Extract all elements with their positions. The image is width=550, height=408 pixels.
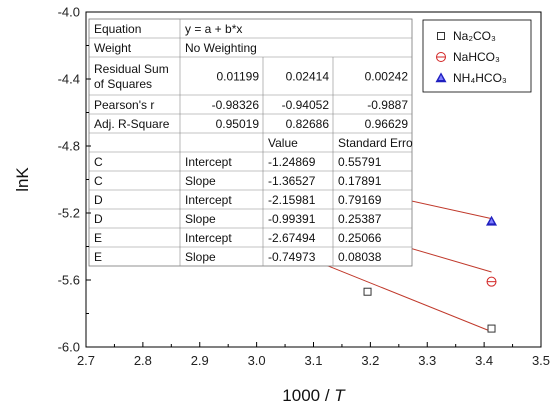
table-cell: E: [94, 250, 102, 264]
x-tick-label: 3.5: [532, 353, 550, 368]
table-cell: Intercept: [185, 231, 232, 245]
legend-marker: [435, 72, 447, 83]
y-tick-label: -6.0: [58, 340, 80, 355]
table-cell: -0.99391: [268, 212, 316, 226]
data-point: [486, 276, 497, 287]
y-tick-label: -4.8: [58, 139, 80, 154]
y-tick-label: -4.4: [58, 72, 80, 87]
x-axis-title-text: 1000 /: [282, 386, 334, 405]
table-cell: Pearson's r: [94, 98, 154, 112]
y-tick-label: -5.2: [58, 206, 80, 221]
x-tick-label: 3.4: [475, 353, 493, 368]
table-cell: Slope: [185, 250, 216, 264]
table-cell: C: [94, 155, 103, 169]
y-axis-title: lnK: [13, 167, 32, 192]
table-cell: Value: [268, 136, 298, 150]
table-cell: 0.01199: [217, 70, 260, 84]
x-axis-ticks: 2.7 2.8 2.9 3.0 3.1 3.2 3.3 3.4 3.5: [77, 342, 550, 368]
legend: Na₂CO₃ NaHCO₃ NH₄HCO₃: [422, 19, 532, 93]
table-cell: -0.94052: [282, 98, 330, 112]
table-cell: Slope: [185, 212, 216, 226]
table-cell: -0.9887: [367, 98, 408, 112]
table-cell: 0.00242: [365, 70, 409, 84]
table-cell: Weight: [94, 41, 132, 55]
table-cell: -0.74973: [268, 250, 316, 264]
legend-label: NH₄HCO₃: [453, 71, 507, 85]
table-cell: Intercept: [185, 193, 232, 207]
table-cell: Residual Sum of Squares: [94, 62, 169, 91]
table-cell: Equation: [94, 22, 141, 36]
table-cell: y = a + b*x: [185, 22, 242, 36]
x-tick-label: 3.2: [361, 353, 379, 368]
table-cell: D: [94, 212, 103, 226]
x-tick-label: 2.9: [191, 353, 209, 368]
y-tick-label: -4.0: [58, 5, 80, 20]
table-cell: 0.95019: [216, 117, 260, 131]
y-axis-ticks: -4.0 -4.4 -4.8 -5.2 -5.6 -6.0: [58, 5, 91, 355]
data-point: [486, 215, 498, 226]
table-cell: -2.67494: [268, 231, 316, 245]
table-cell: -0.98326: [212, 98, 260, 112]
table-cell: 0.79169: [338, 193, 382, 207]
x-tick-label: 2.8: [134, 353, 152, 368]
table-cell: -1.24869: [268, 155, 316, 169]
x-tick-label: 3.1: [304, 353, 322, 368]
table-frame: [88, 18, 413, 267]
table-cell: C: [94, 174, 103, 188]
table-cell: Standard Erro: [338, 136, 413, 150]
legend-marker: [436, 52, 446, 62]
table-cell: No Weighting: [185, 41, 257, 55]
table-cell: 0.17891: [338, 174, 382, 188]
table-cell: Slope: [185, 174, 216, 188]
x-axis-title: 1000 / T: [282, 386, 346, 405]
table-cell: 0.55791: [338, 155, 382, 169]
x-tick-label: 3.0: [248, 353, 266, 368]
table-cell: 0.82686: [286, 117, 330, 131]
data-point: [487, 324, 496, 333]
table-cell: Intercept: [185, 155, 232, 169]
table-cell: 0.25066: [338, 231, 382, 245]
data-point: [363, 287, 372, 296]
legend-label: NaHCO₃: [453, 50, 500, 64]
fit-results-table: Equation y = a + b*x Weight No Weighting Res…: [88, 18, 413, 267]
table-cell: D: [94, 193, 103, 207]
table-cell: 0.08038: [338, 250, 382, 264]
x-tick-label: 2.7: [77, 353, 95, 368]
table-cell: Adj. R-Square: [94, 117, 170, 131]
legend-marker: [437, 32, 445, 40]
y-tick-label: -5.6: [58, 273, 80, 288]
table-cell: -1.36527: [268, 174, 316, 188]
legend-label: Na₂CO₃: [453, 29, 496, 43]
table-cell: E: [94, 231, 102, 245]
table-cell: 0.96629: [365, 117, 409, 131]
x-axis-title-variable: T: [334, 386, 346, 405]
table-cell: 0.02414: [286, 70, 330, 84]
table-cell: -2.15981: [268, 193, 316, 207]
x-tick-label: 3.3: [418, 353, 436, 368]
table-cell: 0.25387: [338, 212, 382, 226]
